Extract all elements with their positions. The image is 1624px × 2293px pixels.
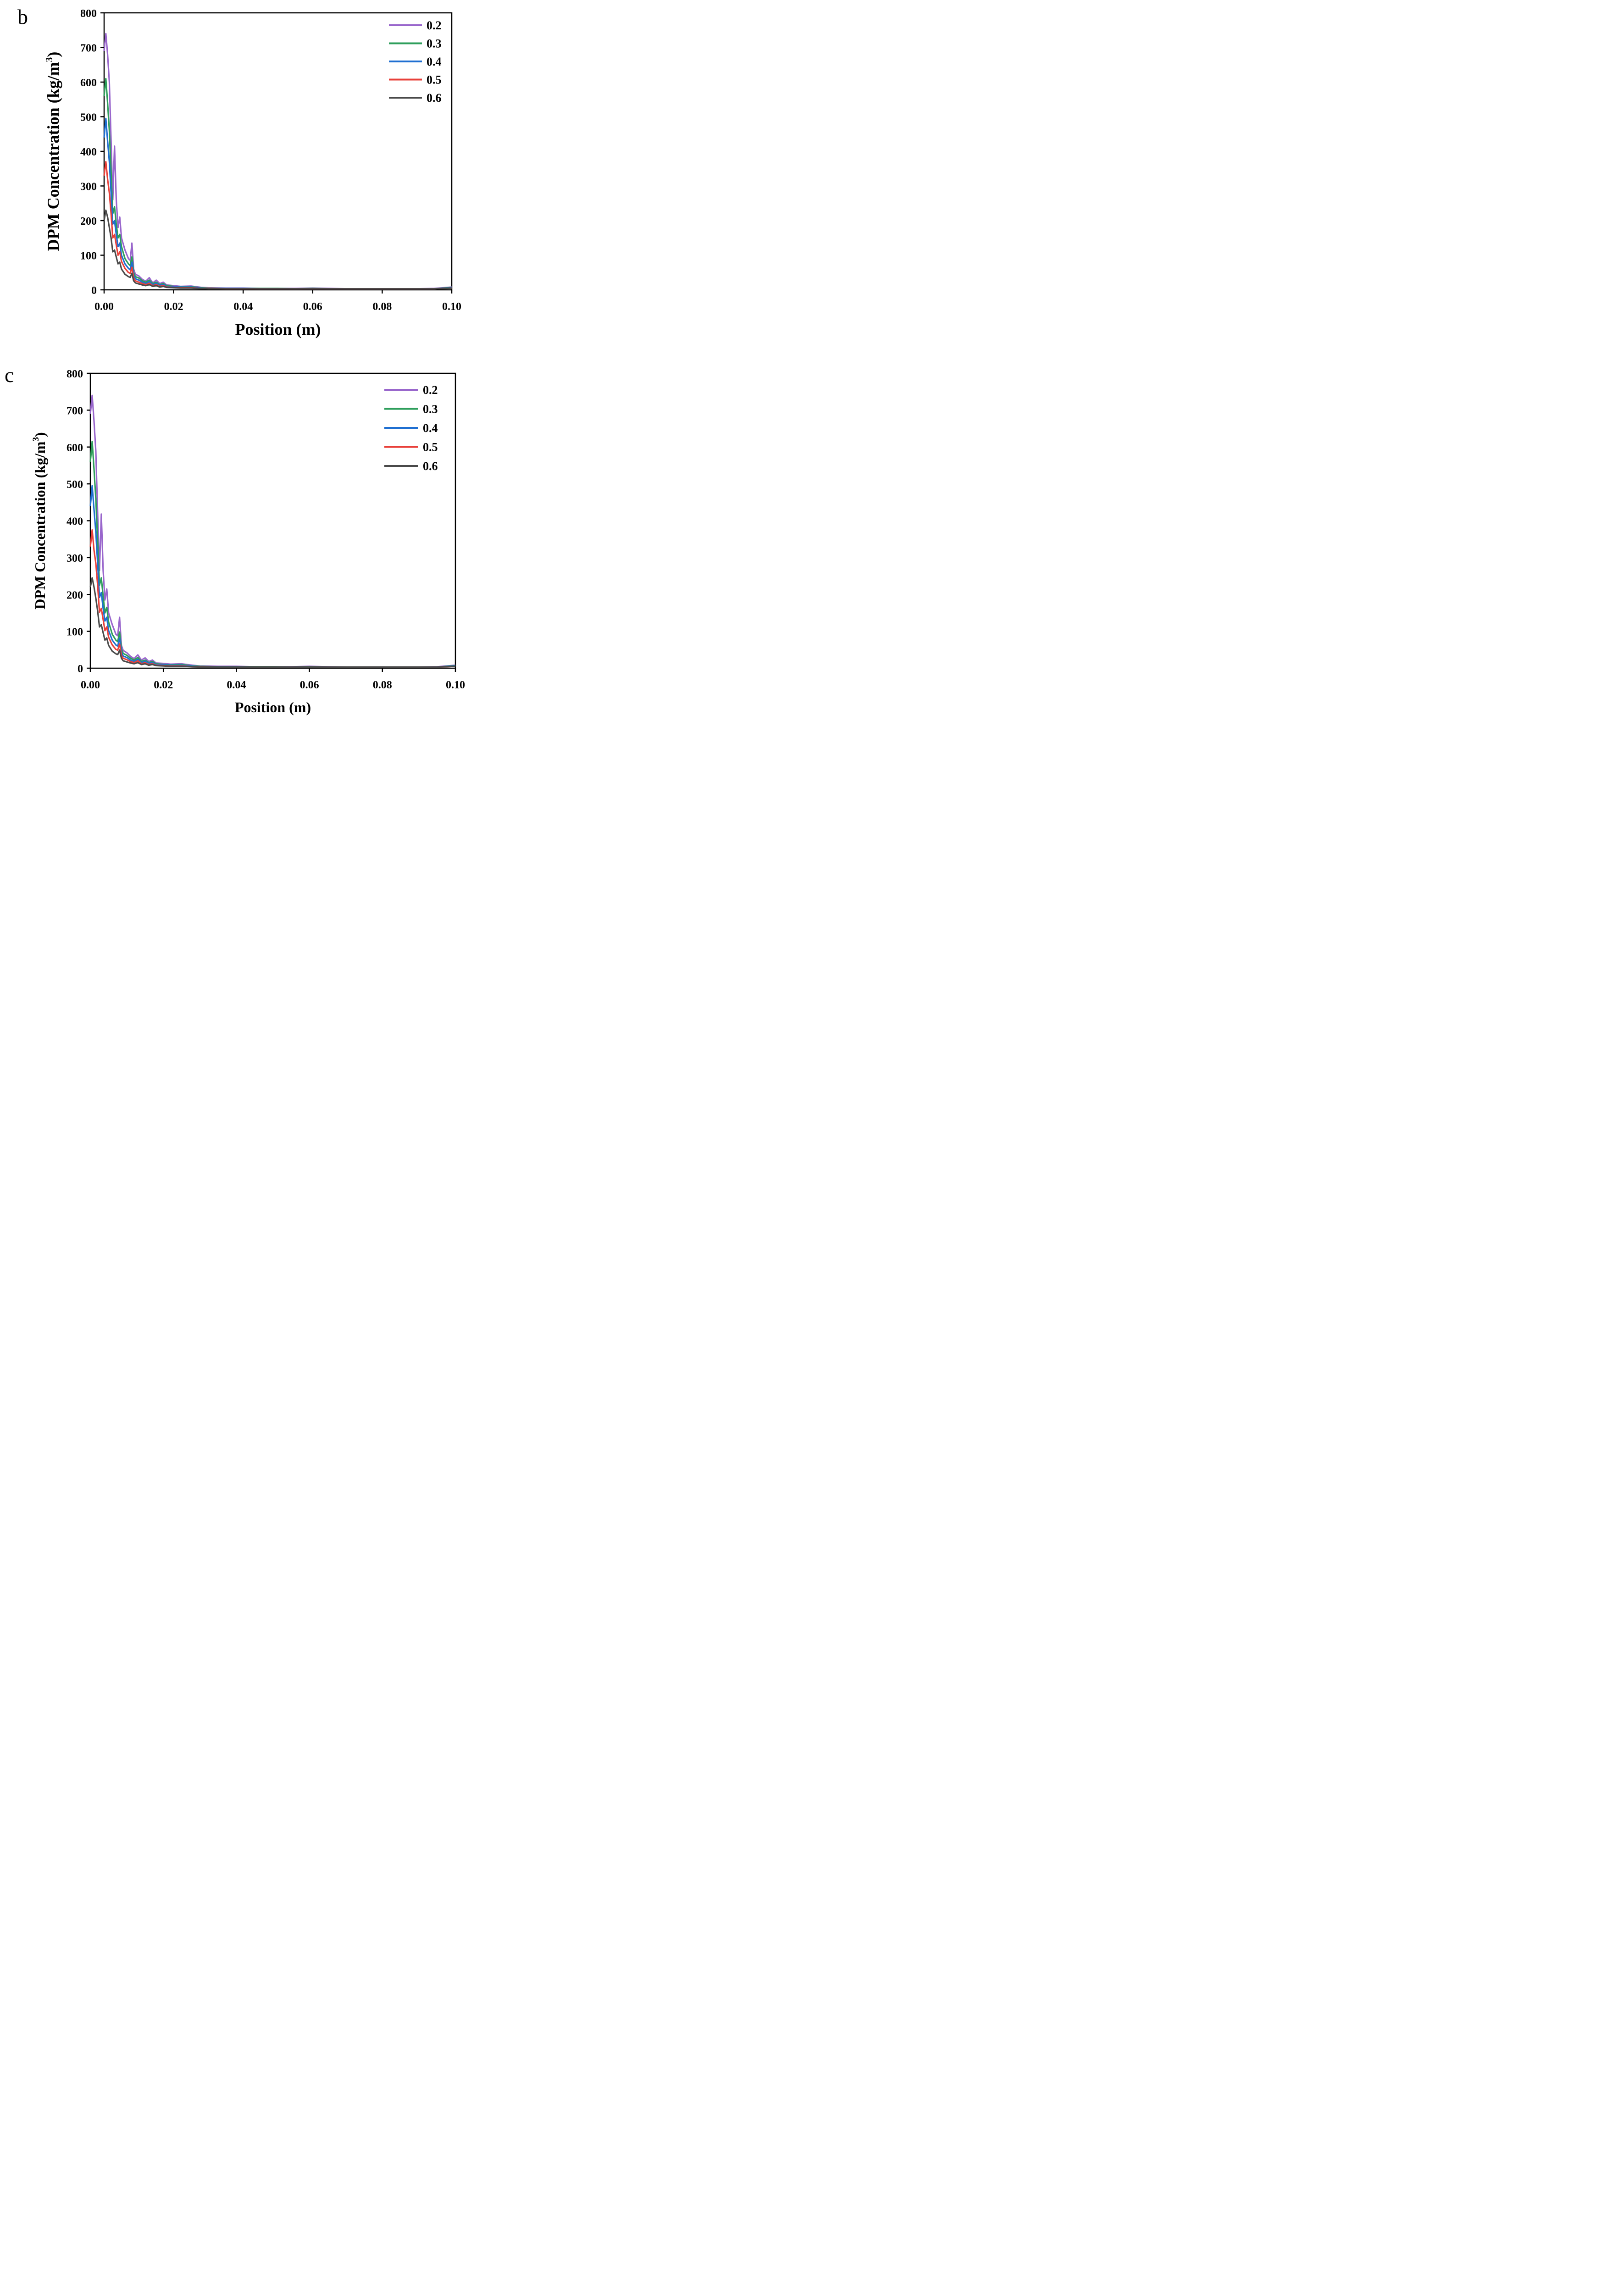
x-tick-label: 0.04 [227,679,246,691]
x-axis-title: Position (m) [235,320,321,338]
series-line-0-3 [103,78,452,290]
y-tick-label: 700 [80,43,97,55]
y-tick-label: 500 [67,479,83,491]
y-axis-title: DPM Concentration (kg/m3) [31,432,48,609]
legend-item: 0.5 [384,441,438,454]
y-tick-label: 0 [78,663,83,675]
y-axis-title-superscript: 3 [44,57,55,62]
series-line-0-5 [103,161,452,290]
y-tick-label: 200 [67,589,83,601]
y-axis-title-close: ) [32,432,48,437]
y-tick-label: 0 [91,285,97,297]
series-line-0-6 [103,209,452,290]
figure: b 0.00 0.02 0.04 0.06 0.08 0.10 0 100 200 300 400 5… [5,5,465,715]
x-tick-label: 0.08 [372,301,392,313]
legend-label: 0.5 [427,73,442,87]
x-tick-label: 0.06 [303,301,322,313]
y-axis-title-close: ) [44,52,62,57]
legend-label: 0.6 [427,91,442,105]
plot-frame [89,372,456,669]
chart-panel-c: c 0.00 0.02 0.04 0.06 0.08 0.10 0 100 200 300 400 5… [5,363,465,715]
legend-label: 0.4 [423,421,438,435]
y-tick-label: 800 [80,8,97,20]
legend-label: 0.3 [423,403,438,416]
y-axis-title-main: DPM Concentration (kg/m [32,441,48,609]
legend-item: 0.3 [384,403,438,416]
x-tick-label: 0.02 [154,679,173,691]
x-tick-label: 0.08 [373,679,392,691]
panel-letter: c [5,363,14,387]
series-line-0-4 [89,485,456,668]
y-tick-label: 400 [67,516,83,528]
legend-item: 0.2 [389,19,442,32]
y-tick-label: 100 [80,250,97,262]
x-tick-label: 0.10 [446,679,465,691]
x-tick-label: 0.00 [94,301,114,313]
y-tick-label: 200 [80,216,97,227]
plot-frame [103,12,453,291]
legend-label: 0.6 [423,460,438,473]
series-line-0-4 [103,117,452,290]
x-axis-title: Position (m) [235,699,311,715]
legend-label: 0.5 [423,441,438,454]
legend-label: 0.3 [427,37,442,50]
series-line-0-2 [89,394,456,668]
y-tick-label: 800 [67,368,83,380]
legend-item: 0.2 [384,383,438,397]
x-tick-label: 0.10 [442,301,461,313]
legend-item: 0.5 [389,73,442,87]
series-line-0-5 [89,529,456,668]
legend: 0.2 0.3 0.4 0.5 0.6 [389,19,442,105]
x-tick-label: 0.04 [233,301,253,313]
legend-item: 0.4 [389,55,442,68]
legend-item: 0.3 [389,37,442,50]
legend-item: 0.6 [384,460,438,473]
chart-panel-b: b 0.00 0.02 0.04 0.06 0.08 0.10 0 100 200 300 400 5… [17,5,461,338]
legend-label: 0.4 [427,55,442,68]
y-tick-label: 300 [80,181,97,193]
series-line-0-6 [89,577,456,668]
y-axis-title: DPM Concentration (kg/m3) [44,52,62,251]
y-tick-label: 700 [67,405,83,417]
y-tick-label: 600 [80,77,97,89]
x-tick-label: 0.06 [300,679,319,691]
legend-item: 0.4 [384,421,438,435]
legend-label: 0.2 [427,19,442,32]
y-tick-label: 100 [67,626,83,638]
y-tick-label: 300 [67,553,83,565]
y-axis-title-superscript: 3 [31,437,41,442]
y-axis-title-main: DPM Concentration (kg/m [44,62,62,251]
y-tick-label: 400 [80,146,97,158]
y-tick-label: 600 [67,442,83,454]
legend-label: 0.2 [423,383,438,397]
series-line-0-2 [103,33,452,290]
y-tick-label: 500 [80,112,97,124]
panel-letter: b [17,5,28,28]
legend-item: 0.6 [389,91,442,105]
x-tick-label: 0.02 [164,301,183,313]
x-tick-label: 0.00 [81,679,100,691]
legend: 0.2 0.3 0.4 0.5 0.6 [384,383,438,473]
series-line-0-3 [89,441,456,668]
